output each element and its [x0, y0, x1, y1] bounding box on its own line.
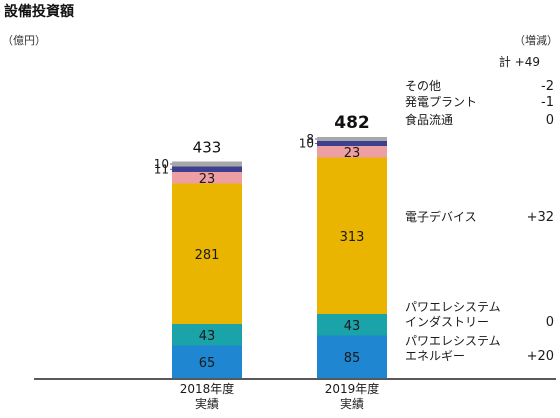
bars-layer: [172, 137, 387, 378]
segment-value-label: 65: [199, 356, 216, 371]
chart-title: 設備投資額: [4, 3, 74, 20]
bar-segment-1-2: [317, 157, 387, 314]
right-unit-label: （増減）: [514, 33, 558, 47]
legend-label: パワエレシステムインダストリー: [405, 300, 501, 329]
segment-value-label: 11: [154, 162, 169, 176]
x-category-label: 2019年度実績: [325, 381, 380, 411]
bar-segment-0-5: [172, 161, 242, 167]
legend-label: 発電プラント: [405, 95, 477, 109]
bar-segment-1-5: [317, 137, 387, 141]
left-unit-label: （億円）: [2, 34, 46, 47]
segment-value-label: 85: [344, 351, 361, 366]
total-change-label: 計 +49: [499, 54, 540, 69]
legend-label: 食品流通: [405, 112, 453, 127]
segment-value-label: 23: [199, 172, 216, 187]
change-value: 0: [546, 315, 554, 330]
bar-segment-0-4: [172, 166, 242, 172]
bar-segment-0-2: [172, 183, 242, 324]
legend-label: その他: [405, 79, 441, 93]
bar-segment-1-1: [317, 314, 387, 336]
segment-value-label: 8: [306, 132, 314, 146]
segment-value-label: 10: [154, 157, 169, 171]
x-category-label: 2018年度実績: [180, 381, 235, 411]
segment-value-label: 10: [299, 137, 314, 151]
bar-segment-0-0: [172, 345, 242, 378]
segment-value-label: 313: [340, 230, 365, 245]
bar-segment-1-0: [317, 335, 387, 378]
change-value: +20: [527, 349, 554, 364]
segment-value-label: 43: [199, 329, 216, 344]
bar-segment-0-3: [172, 172, 242, 184]
segment-value-label: 23: [344, 146, 361, 161]
bar-segment-1-4: [317, 141, 387, 146]
labels-layer: 65432812311104332018年度実績8543313231084822…: [154, 54, 554, 411]
legend-label: パワエレシステムエネルギー: [405, 334, 501, 363]
bar-total-label: 433: [193, 139, 222, 157]
bar-segment-1-3: [317, 146, 387, 158]
segment-value-label: 43: [344, 319, 361, 334]
change-value: -1: [541, 95, 554, 110]
segment-value-label: 281: [195, 248, 220, 263]
legend-label: 電子デバイス: [405, 209, 477, 224]
change-value: 0: [546, 113, 554, 128]
change-value: -2: [541, 79, 554, 94]
bar-total-label: 482: [334, 113, 370, 133]
bar-segment-0-1: [172, 324, 242, 346]
change-value: +32: [527, 210, 554, 225]
